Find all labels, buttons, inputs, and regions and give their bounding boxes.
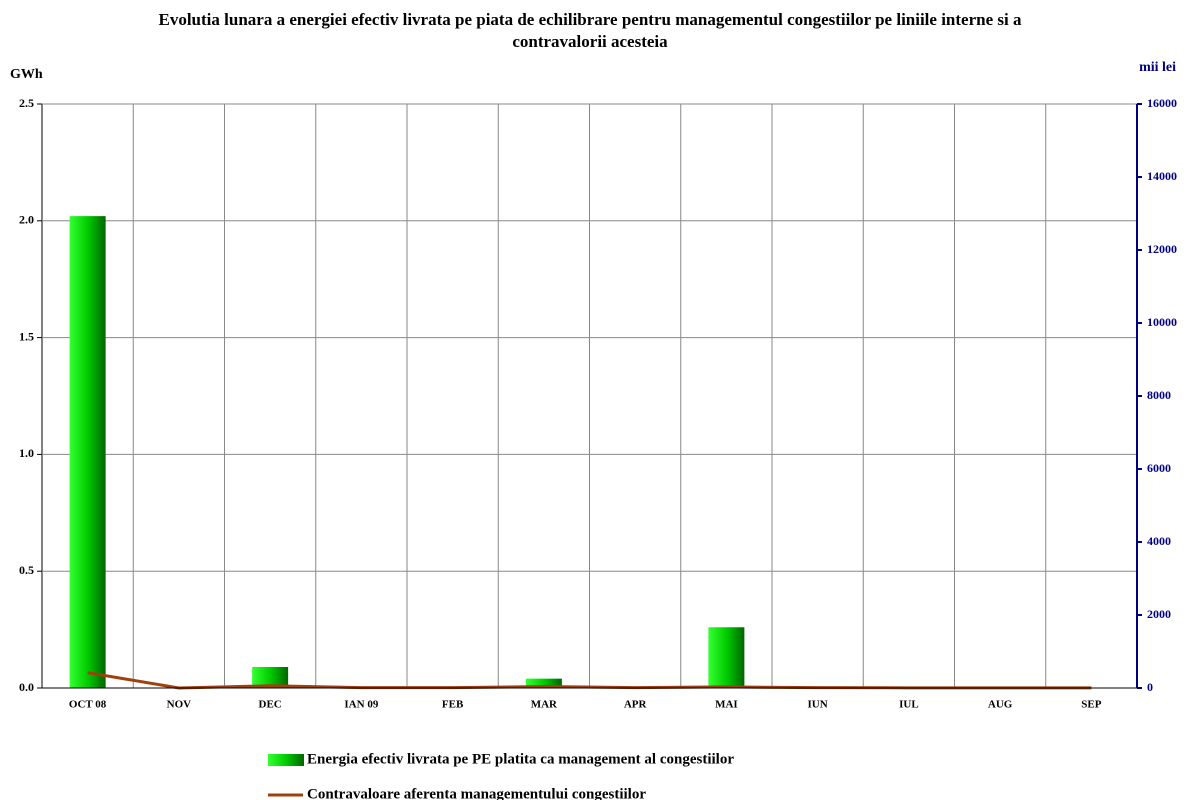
- y2-tick-label: 6000: [1147, 461, 1171, 475]
- y2-tick-label: 16000: [1147, 96, 1177, 110]
- legend-label: Contravaloare aferenta managementului co…: [307, 786, 646, 800]
- legend-label: Energia efectiv livrata pe PE platita ca…: [307, 751, 734, 767]
- y-tick-label: 2.5: [19, 96, 34, 110]
- y2-tick-label: 12000: [1147, 242, 1177, 256]
- y2-tick-label: 14000: [1147, 169, 1177, 183]
- y2-axis-label: mii lei: [1139, 60, 1176, 75]
- y-tick-label: 1.0: [19, 446, 34, 460]
- x-tick-label: MAI: [715, 699, 738, 711]
- y2-tick-label: 2000: [1147, 607, 1171, 621]
- y-tick-label: 0.5: [19, 563, 34, 577]
- x-tick-label: IAN 09: [344, 699, 378, 711]
- y-tick-label: 0.0: [19, 680, 34, 694]
- x-tick-label: OCT 08: [69, 699, 107, 711]
- bar: [252, 666, 289, 688]
- bar: [708, 627, 745, 688]
- y2-tick-label: 10000: [1147, 315, 1177, 329]
- y2-tick-label: 4000: [1147, 534, 1171, 548]
- x-tick-label: NOV: [167, 699, 192, 711]
- x-tick-label: APR: [624, 699, 648, 711]
- x-tick-label: AUG: [988, 699, 1013, 711]
- y-tick-label: 1.5: [19, 329, 34, 343]
- x-tick-label: FEB: [442, 699, 464, 711]
- y2-tick-label: 8000: [1147, 388, 1171, 402]
- bar: [525, 678, 562, 688]
- bar: [69, 216, 106, 689]
- x-tick-label: DEC: [259, 699, 282, 711]
- x-tick-label: MAR: [531, 699, 558, 711]
- y2-tick-label: 0: [1147, 680, 1153, 694]
- y-tick-label: 2.0: [19, 213, 34, 227]
- legend-swatch: [268, 754, 304, 766]
- y-axis-label: GWh: [10, 67, 43, 82]
- chart-title: Evolutia lunara a energiei efectiv livra…: [158, 10, 1022, 51]
- x-tick-label: IUL: [899, 699, 919, 711]
- x-tick-label: IUN: [808, 699, 828, 711]
- x-tick-label: SEP: [1081, 699, 1101, 711]
